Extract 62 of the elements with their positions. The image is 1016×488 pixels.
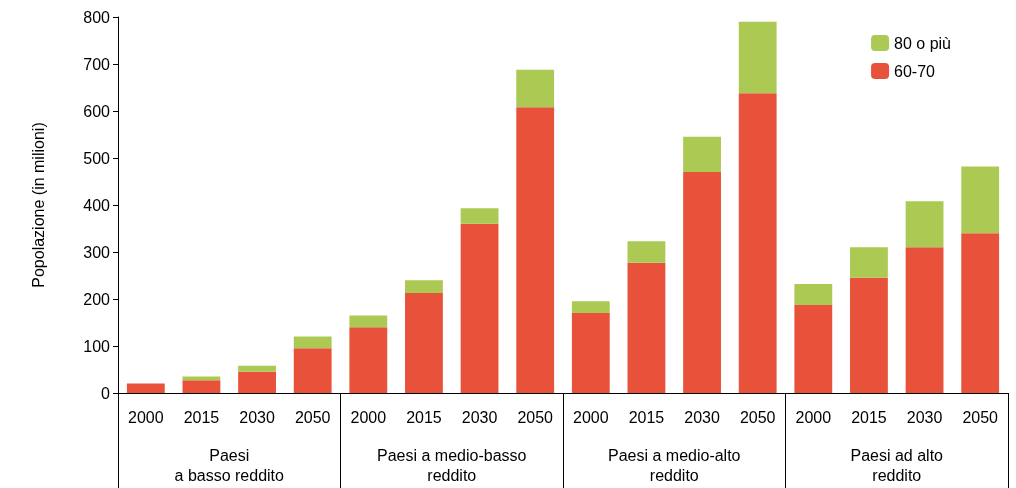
bar [627, 241, 666, 263]
bar [794, 283, 833, 306]
x-tick-label: 2015 [851, 408, 887, 426]
x-tick-label: 2015 [628, 408, 665, 426]
bar [516, 107, 555, 393]
x-tick-label: 2015 [406, 408, 442, 426]
bar [738, 21, 777, 94]
bar [794, 305, 833, 393]
bar [961, 166, 1000, 234]
bar [738, 93, 777, 393]
bar [126, 383, 165, 393]
x-tick-label: 2030 [239, 408, 275, 426]
y-tick-label: 0 [101, 384, 111, 402]
y-tick-label: 500 [83, 149, 111, 167]
x-tick-label: 2030 [461, 408, 498, 426]
y-tick-label: 700 [83, 55, 111, 73]
bar [683, 136, 721, 173]
legend-label: 60-70 [894, 62, 936, 80]
y-tick-label: 100 [83, 337, 111, 355]
x-tick-label: 2050 [739, 408, 776, 426]
x-tick-label: 2000 [573, 408, 609, 426]
y-tick-label: 400 [83, 196, 111, 214]
x-tick-label: 2000 [795, 408, 832, 426]
bar [405, 280, 443, 293]
text: Paesi a medio-alto reddito [607, 446, 741, 484]
bar [293, 336, 332, 349]
x-tick-label: 2000 [128, 408, 164, 426]
bar [460, 223, 499, 393]
bar [571, 301, 610, 314]
text: Paesi a medio-basso reddito [377, 446, 527, 484]
bar [961, 233, 1000, 393]
x-tick-label: 2050 [294, 408, 331, 426]
legend-label: 80 o più [894, 34, 951, 52]
bar [850, 247, 888, 278]
bar [293, 348, 332, 393]
bar [238, 371, 276, 393]
text: Paesi ad alto reddito [850, 446, 944, 484]
x-tick-label: 2050 [517, 408, 554, 426]
text: Paesi a basso reddito [174, 446, 285, 484]
bar [182, 380, 221, 393]
x-tick-label: 2050 [962, 408, 999, 426]
bar [850, 277, 888, 393]
bar [905, 201, 944, 248]
y-axis-title: Popolazione (in milioni) [29, 122, 47, 288]
y-tick-label: 200 [83, 290, 111, 308]
bar [683, 172, 721, 393]
bar [460, 208, 499, 224]
x-tick-label: 2030 [906, 408, 943, 426]
y-tick-label: 800 [83, 8, 111, 26]
bar [349, 327, 388, 393]
bar [405, 292, 443, 393]
bar [571, 313, 610, 393]
x-tick-label: 2030 [684, 408, 720, 426]
y-tick-label: 300 [83, 243, 111, 261]
y-tick-label: 600 [83, 102, 111, 120]
bar [516, 69, 555, 108]
x-tick-label: 2015 [183, 408, 220, 426]
bar [349, 315, 388, 328]
x-tick-label: 2000 [350, 408, 387, 426]
bar [238, 365, 276, 372]
bar [905, 247, 944, 393]
bar [627, 262, 666, 393]
